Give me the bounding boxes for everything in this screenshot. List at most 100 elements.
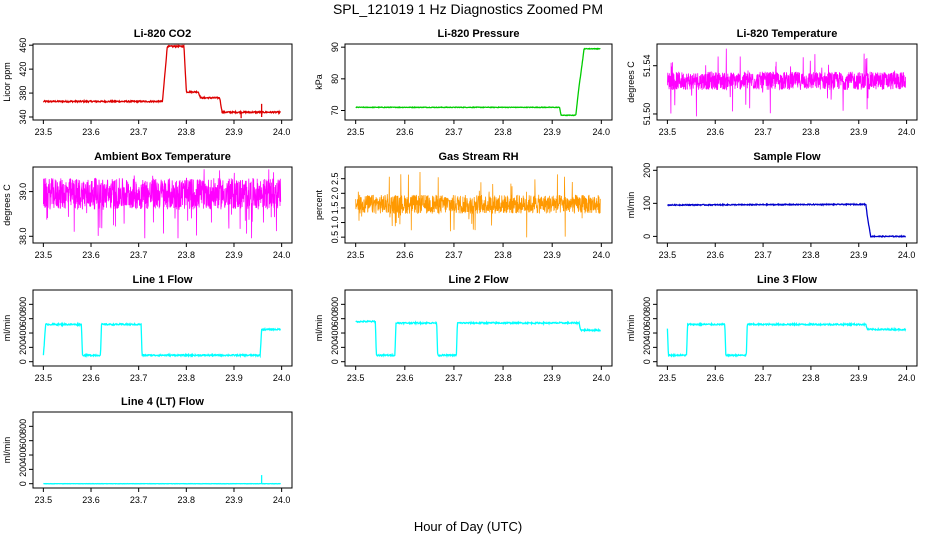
y-axis-label: ml/min [2,315,12,342]
y-tick-label: 0 [642,234,652,239]
panel-1: Li-820 Pressure kPa 23.5 23.6 23.7 23.8 23.9 24… [314,28,613,137]
x-tick-label: 23.8 [178,250,196,260]
y-tick-label: 1.0 [330,216,340,229]
y-tick-label: 420 [18,62,28,77]
y-tick-label: 39.0 [18,183,28,201]
y-tick-label: 340 [18,109,28,124]
series-line [667,48,906,117]
series-line [42,43,281,116]
x-tick-label: 23.6 [82,495,100,505]
plot-frame [344,289,613,367]
y-tick-label: 400 [330,326,340,341]
y-axis-label: Licor ppm [2,62,12,102]
y-tick-label: 0.5 [330,231,340,244]
y-tick-label: 600 [18,311,28,326]
series-line [667,202,907,238]
x-tick-label: 23.5 [35,373,53,383]
y-tick-label: 460 [18,38,28,53]
x-tick-label: 24.0 [898,373,916,383]
x-tick-label: 23.6 [706,250,724,260]
x-tick-label: 23.6 [82,127,100,137]
y-axis-label: kPa [314,74,324,90]
plot-frame [344,166,613,244]
plot-frame [32,289,293,367]
x-tick-label: 23.7 [445,127,463,137]
series-line [355,319,601,359]
x-tick-label: 23.6 [706,373,724,383]
x-tick-label: 23.8 [802,127,820,137]
panel-title: Li-820 CO2 [134,28,191,40]
x-tick-label: 23.5 [347,250,365,260]
x-tick-label: 23.5 [347,127,365,137]
x-tick-label: 23.5 [659,373,677,383]
x-tick-label: 24.0 [273,250,291,260]
figure-xlabel: Hour of Day (UTC) [414,519,522,534]
y-tick-label: 800 [642,297,652,312]
y-tick-label: 600 [18,433,28,448]
y-tick-label: 38.0 [18,228,28,246]
y-tick-label: 800 [18,419,28,434]
series-line [42,321,281,359]
y-tick-label: 80 [330,74,340,84]
x-tick-label: 23.6 [396,250,414,260]
plot-frame [32,166,293,244]
x-tick-label: 23.5 [659,127,677,137]
panel-title: Li-820 Temperature [737,28,838,40]
y-tick-label: 70 [330,105,340,115]
y-tick-label: 90 [330,42,340,52]
x-tick-label: 24.0 [593,127,611,137]
x-tick-label: 23.8 [802,373,820,383]
panel-title: Line 2 Flow [449,274,509,286]
x-tick-label: 23.8 [494,127,512,137]
x-tick-label: 23.9 [225,127,243,137]
y-tick-label: 200 [18,462,28,477]
x-tick-label: 23.6 [706,127,724,137]
x-tick-label: 23.7 [754,250,772,260]
y-tick-label: 380 [18,86,28,101]
x-tick-label: 23.7 [445,373,463,383]
series-line [355,171,601,238]
x-tick-label: 24.0 [273,373,291,383]
x-tick-label: 23.9 [850,373,868,383]
y-tick-label: 100 [642,196,652,211]
plot-frame [32,411,293,489]
plot-frame [656,289,918,367]
x-tick-label: 23.8 [178,373,196,383]
x-tick-label: 23.9 [543,250,561,260]
plot-frame [656,166,918,244]
y-tick-label: 0 [330,359,340,364]
x-tick-label: 23.6 [82,373,100,383]
panel-title: Line 1 Flow [133,274,193,286]
figure-title: SPL_121019 1 Hz Diagnostics Zoomed PM [333,1,603,17]
x-tick-label: 24.0 [273,495,291,505]
x-tick-label: 23.8 [178,495,196,505]
panel-8: Line 3 Flow ml/min 23.5 23.6 23.7 23.8 23.9 24.… [626,274,918,383]
x-tick-label: 24.0 [898,127,916,137]
x-tick-label: 23.6 [396,373,414,383]
panel-title: Li-820 Pressure [438,28,520,40]
y-axis-label: ml/min [314,315,324,342]
panel-7: Line 2 Flow ml/min 23.5 23.6 23.7 23.8 23.9 24.… [314,274,613,383]
x-tick-label: 23.5 [35,250,53,260]
x-tick-label: 23.5 [35,127,53,137]
panel-6: Line 1 Flow ml/min 23.5 23.6 23.7 23.8 23.9 24.… [2,274,293,383]
y-tick-label: 2.5 [330,172,340,185]
y-tick-label: 0 [18,481,28,486]
x-tick-label: 24.0 [273,127,291,137]
y-axis-label: ml/min [2,437,12,464]
y-tick-label: 800 [18,297,28,312]
panel-9: Line 4 (LT) Flow ml/min 23.5 23.6 23.7 23.8 23… [2,396,293,505]
y-tick-label: 200 [642,163,652,178]
panel-2: Li-820 Temperature degrees C 23.5 23.6 23.7 2… [626,28,918,137]
x-tick-label: 23.7 [130,495,148,505]
x-tick-label: 23.8 [494,373,512,383]
x-tick-label: 23.9 [225,373,243,383]
x-tick-label: 23.7 [445,250,463,260]
x-tick-label: 23.7 [130,127,148,137]
y-tick-label: 400 [18,448,28,463]
y-axis-label: percent [314,189,324,220]
y-axis-label: ml/min [626,315,636,342]
y-axis-label: ml/min [626,192,636,219]
y-tick-label: 0 [18,359,28,364]
